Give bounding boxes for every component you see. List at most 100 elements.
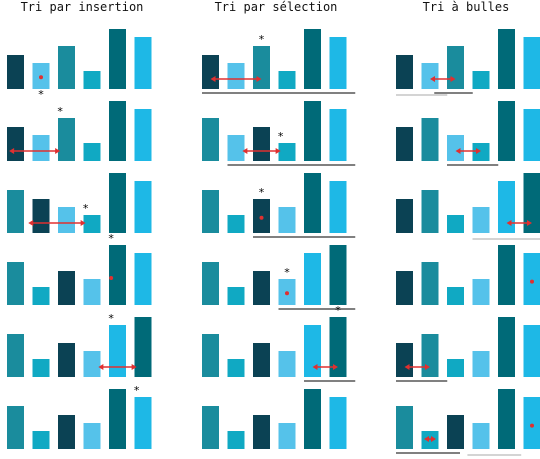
star-marker: * — [278, 130, 284, 143]
bar — [134, 37, 152, 89]
bar — [32, 135, 50, 161]
swap-arrow-head-left — [242, 148, 248, 154]
bar — [304, 389, 321, 449]
bar — [278, 207, 296, 233]
bar — [7, 190, 24, 233]
swap-arrow-head-left — [312, 364, 318, 370]
swap-arrow-head-right — [476, 148, 481, 154]
star-marker: * — [83, 202, 89, 215]
bar — [134, 181, 152, 233]
bar — [32, 431, 50, 449]
bar — [304, 325, 321, 377]
swap-arrow-head-left — [28, 220, 34, 226]
title-bubbles: Tri à bulles — [422, 0, 510, 14]
star-marker: * — [284, 266, 290, 279]
bar — [253, 343, 270, 377]
bar — [7, 406, 24, 449]
bar — [447, 287, 464, 305]
bar — [304, 253, 321, 305]
bar — [202, 55, 219, 89]
bar — [447, 415, 464, 449]
bar — [421, 63, 439, 89]
bar — [421, 262, 439, 305]
bar — [109, 29, 126, 89]
swap-arrow-head-right — [131, 364, 137, 370]
bar — [472, 279, 490, 305]
bar — [523, 253, 540, 305]
star-marker: * — [259, 33, 265, 46]
bar — [421, 431, 439, 449]
bar — [7, 262, 24, 305]
swap-arrow-head-left — [9, 148, 15, 154]
bar — [109, 389, 126, 449]
bar — [32, 199, 50, 233]
bar — [58, 46, 75, 89]
bar — [498, 29, 515, 89]
bar — [396, 199, 413, 233]
bar — [202, 190, 219, 233]
bar — [83, 71, 101, 89]
bar — [278, 143, 296, 161]
pointer-dot — [259, 215, 264, 220]
title-insertion: Tri par insertion — [20, 0, 144, 14]
swap-arrow-head-right — [425, 364, 430, 370]
bar — [202, 262, 219, 305]
bar — [329, 181, 347, 233]
bar — [227, 431, 245, 449]
star-marker: * — [335, 304, 341, 317]
bar — [227, 215, 245, 233]
bar — [58, 343, 75, 377]
swap-arrow-head-right — [431, 436, 436, 442]
swap-arrow-head-right — [450, 76, 456, 82]
bar — [329, 397, 347, 449]
bar — [472, 71, 490, 89]
swap-arrow-head-right — [527, 220, 532, 226]
title-selection: Tri par sélection — [214, 0, 338, 14]
swap-arrow-head-left — [455, 148, 461, 154]
bar — [304, 173, 321, 233]
swap-arrow-head-right — [333, 364, 338, 370]
bar — [523, 173, 540, 233]
bar — [304, 101, 321, 161]
bar — [278, 71, 296, 89]
star-marker: * — [57, 105, 63, 118]
bar — [134, 109, 152, 161]
bar — [396, 343, 413, 377]
bar — [83, 423, 101, 449]
bar — [58, 118, 75, 161]
bar — [278, 351, 296, 377]
swap-arrow-head-left — [210, 76, 216, 82]
bar — [523, 397, 540, 449]
bar — [83, 279, 101, 305]
bar — [396, 406, 413, 449]
bar — [329, 245, 347, 305]
swap-arrow-head-left — [98, 364, 104, 370]
bar — [253, 127, 270, 161]
bar — [396, 55, 413, 89]
bar — [134, 397, 152, 449]
bar — [58, 415, 75, 449]
bar — [447, 135, 464, 161]
bar — [498, 389, 515, 449]
bar — [253, 415, 270, 449]
bar — [396, 271, 413, 305]
bar — [134, 317, 152, 377]
bar — [447, 46, 464, 89]
bar — [202, 406, 219, 449]
bar — [58, 271, 75, 305]
bar — [329, 37, 347, 89]
bar — [523, 325, 540, 377]
star-marker: * — [259, 186, 265, 199]
bar — [278, 423, 296, 449]
bar — [32, 287, 50, 305]
bar — [109, 325, 126, 377]
star-marker: * — [108, 232, 114, 245]
bar — [253, 46, 270, 89]
bar — [447, 215, 464, 233]
bar — [202, 118, 219, 161]
bar — [472, 207, 490, 233]
swap-arrow-head-left — [404, 364, 410, 370]
bar — [498, 245, 515, 305]
swap-arrow-head-right — [256, 76, 262, 82]
